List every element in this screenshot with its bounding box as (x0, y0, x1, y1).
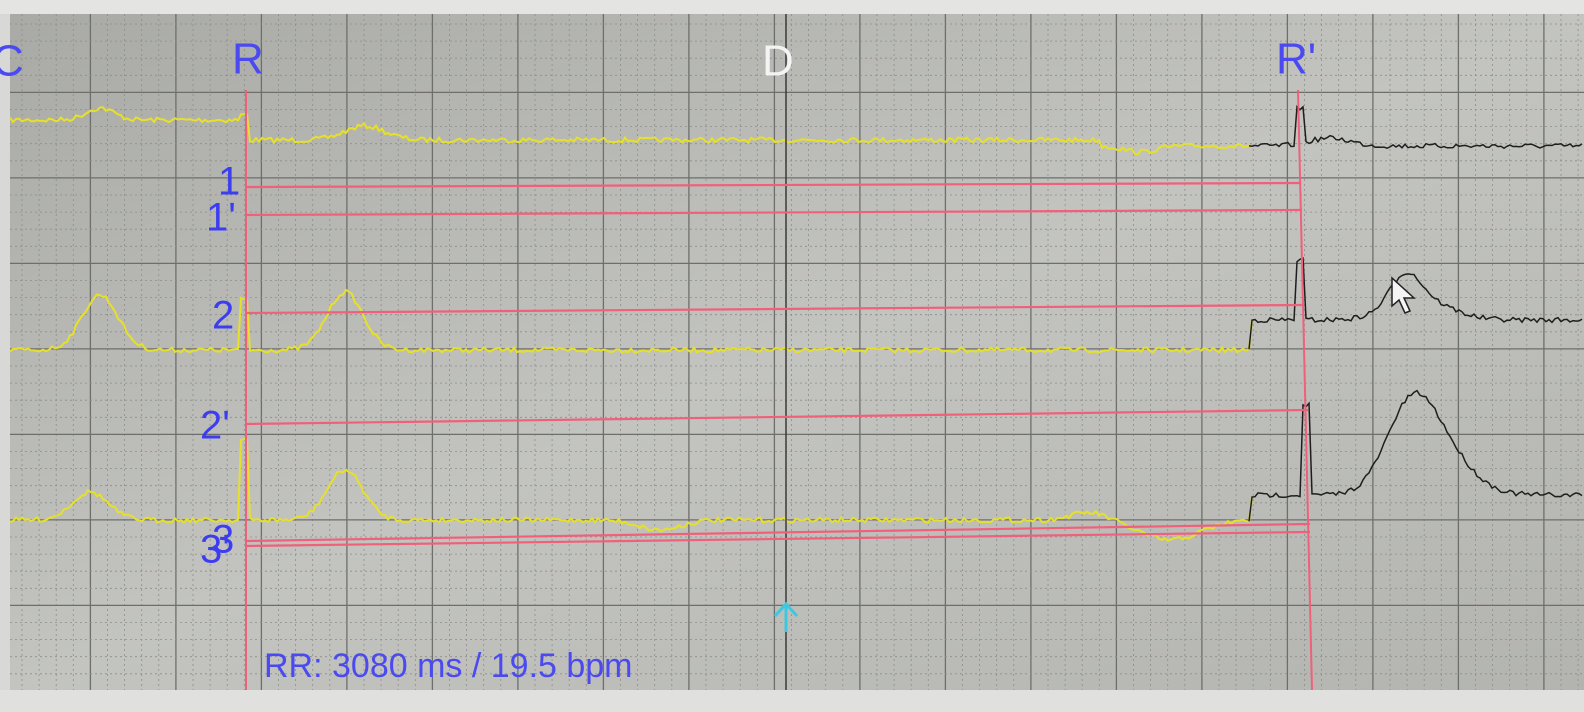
r-prime-marker-line (1297, 89, 1313, 691)
interval-lines (245, 181, 1311, 548)
lead-label: 2 (212, 294, 234, 338)
lead-label: 1 (218, 160, 240, 204)
lead-label: 3' (200, 528, 230, 572)
bottom-bezel (0, 690, 1584, 712)
marker-label: R (232, 35, 264, 84)
marker-label: R' (1276, 35, 1316, 84)
interval-line (245, 530, 1311, 548)
interval-line (245, 522, 1311, 543)
interval-line (245, 408, 1309, 426)
lead-label: 3 (212, 518, 234, 562)
rr-readout: RR: 3080 ms / 19.5 bpm (264, 647, 633, 685)
interval-line (245, 208, 1303, 217)
marker-label: D (762, 37, 794, 86)
ecg-trace (9, 438, 1253, 542)
ecg-trace-previous (1248, 105, 1583, 150)
ecg-trace (9, 106, 1253, 156)
lead-label: 2' (200, 404, 230, 448)
d-arrow (773, 601, 799, 632)
marker-label: C (0, 37, 24, 86)
mouse-cursor (1391, 276, 1416, 314)
top-bezel (0, 0, 1584, 14)
interval-line (245, 181, 1301, 189)
ecg-trace-previous (1248, 257, 1583, 350)
lead-label: 1' (206, 196, 236, 240)
traces (9, 105, 1583, 542)
ecg-trace (9, 288, 1253, 354)
grid (10, 14, 1584, 690)
interval-line (245, 303, 1305, 315)
